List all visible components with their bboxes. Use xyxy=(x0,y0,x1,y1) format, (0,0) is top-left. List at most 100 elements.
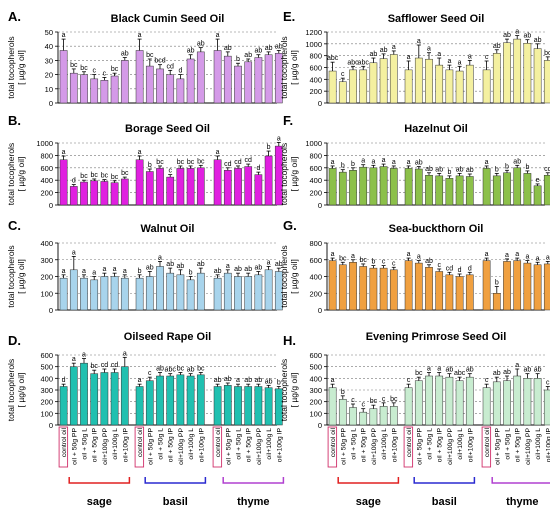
x-tick-label: control oil xyxy=(330,428,337,458)
panel-b: B. Borage Seed Oil total tocopherols[ µg/g… xyxy=(6,113,283,210)
bar xyxy=(523,378,532,426)
significance-label: b xyxy=(148,162,152,169)
bar xyxy=(349,262,357,311)
bar xyxy=(369,167,378,206)
significance-label: ab xyxy=(197,261,205,268)
x-tick-label: oil + 50g IP xyxy=(246,428,253,463)
significance-label: cd xyxy=(244,157,252,164)
significance-label: abc xyxy=(165,367,177,374)
panel-g: G. Sea-buckthorn Oil total tocopherols[ µg… xyxy=(279,218,550,315)
significance-label: a xyxy=(72,356,76,363)
bar xyxy=(379,166,388,206)
y-tick-label: 800 xyxy=(40,151,53,160)
y-tick-label: 400 xyxy=(309,176,322,185)
significance-label: ab xyxy=(265,378,273,385)
significance-label: c xyxy=(485,377,489,384)
bar xyxy=(186,58,195,104)
significance-label: b xyxy=(341,163,345,170)
bar xyxy=(513,167,522,206)
bar xyxy=(465,176,474,206)
y-axis-label: total tocopherols xyxy=(279,245,289,307)
bar xyxy=(59,159,68,206)
significance-label: bc xyxy=(197,366,205,373)
significance-label: ab xyxy=(503,369,511,376)
bar xyxy=(482,168,491,206)
bar xyxy=(404,69,413,104)
bar xyxy=(455,380,464,426)
significance-label: cd xyxy=(544,166,550,173)
y-tick-label: 300 xyxy=(40,256,53,265)
bar xyxy=(404,168,413,206)
panel-c: C. Walnut Oil total tocopherols[ µg/g oil]… xyxy=(6,218,283,315)
y-tick-label: 400 xyxy=(40,374,53,383)
significance-label: a xyxy=(62,149,66,156)
significance-label: a xyxy=(447,58,451,65)
y-axis-label: total tocopherols xyxy=(6,36,16,98)
y-axis-label: total tocopherols xyxy=(6,359,16,421)
y-tick-label: 100 xyxy=(309,409,322,418)
significance-label: cd xyxy=(111,362,119,369)
significance-label: a xyxy=(123,350,127,357)
significance-label: a xyxy=(216,149,220,156)
significance-label: a xyxy=(236,377,240,384)
bar xyxy=(69,366,78,426)
y-tick-label: 0 xyxy=(49,421,53,430)
y-tick-label: 200 xyxy=(309,189,322,198)
panel-letter: C. xyxy=(8,218,21,233)
bar xyxy=(389,54,398,104)
bar xyxy=(425,174,433,206)
significance-label: c xyxy=(382,259,386,266)
significance-label: ab xyxy=(187,367,195,374)
bar xyxy=(213,159,222,206)
y-tick-label: 600 xyxy=(309,351,322,360)
significance-label: a xyxy=(138,32,142,39)
significance-label: c xyxy=(382,396,386,403)
x-tick-label: oil+100g L xyxy=(266,428,273,460)
bar xyxy=(186,375,195,426)
bar xyxy=(166,74,175,104)
panel-title: Walnut Oil xyxy=(141,223,195,235)
panel-letter: G. xyxy=(283,218,297,233)
significance-label: d xyxy=(72,178,76,185)
x-tick-label: oil + 50g L xyxy=(427,428,434,460)
significance-label: cd xyxy=(101,362,109,369)
bar xyxy=(523,42,532,104)
y-tick-label: 600 xyxy=(309,64,322,73)
significance-label: b xyxy=(267,144,271,151)
panel-d: D. Oilseed Rape Oil total tocopherols[ µg/… xyxy=(6,331,283,430)
bar xyxy=(533,185,542,206)
bar xyxy=(543,174,550,206)
bar xyxy=(389,406,398,426)
significance-label: c xyxy=(148,370,152,377)
bar xyxy=(176,168,185,206)
y-tick-label: 1000 xyxy=(305,40,322,49)
significance-label: ab xyxy=(244,377,252,384)
bar xyxy=(166,375,175,426)
x-tick-label: oil+100g PP xyxy=(447,428,454,465)
significance-label: a xyxy=(546,254,550,261)
bar xyxy=(110,75,119,104)
bar xyxy=(455,175,464,206)
group-bracket xyxy=(68,477,131,484)
significance-label: c xyxy=(485,54,489,61)
y-tick-label: 1200 xyxy=(305,28,322,37)
x-tick-label: control oil xyxy=(61,428,68,458)
bar xyxy=(213,386,222,426)
y-tick-label: 800 xyxy=(309,239,322,248)
significance-label: ab xyxy=(524,33,532,40)
x-tick-label: oil+100g L xyxy=(112,428,119,460)
significance-label: ab xyxy=(255,264,263,271)
bar xyxy=(482,387,491,426)
bar xyxy=(503,42,511,104)
bar xyxy=(264,155,273,206)
bar xyxy=(445,274,454,311)
bar xyxy=(435,64,444,104)
bar xyxy=(465,64,474,104)
panel-letter: D. xyxy=(8,333,21,348)
significance-label: a xyxy=(226,263,230,270)
bar xyxy=(90,78,99,104)
bar xyxy=(435,271,444,311)
significance-label: ab xyxy=(446,367,454,374)
bar xyxy=(59,386,68,426)
